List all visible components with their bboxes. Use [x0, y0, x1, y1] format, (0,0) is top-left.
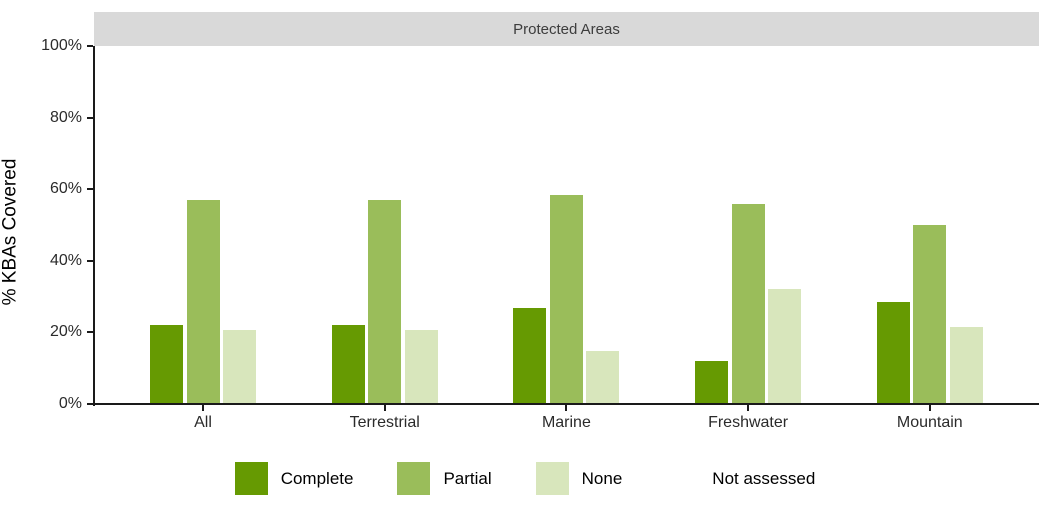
- x-axis-category-label: Terrestrial: [349, 414, 420, 431]
- y-axis-tick-label: 100%: [41, 37, 82, 54]
- y-axis-tick: [87, 45, 93, 47]
- legend-item-not-assessed: Not assessed: [666, 462, 815, 495]
- y-axis-line: [93, 46, 95, 406]
- x-axis-category-label: All: [194, 414, 212, 431]
- x-axis-tick: [928, 405, 931, 411]
- legend-item-none: None: [535, 462, 623, 495]
- legend-swatch: [397, 462, 431, 495]
- y-axis-tick: [87, 116, 93, 119]
- bar-none-all: [223, 329, 256, 404]
- legend-label: Complete: [280, 468, 354, 488]
- plot-panel: [94, 46, 1039, 404]
- legend-item-partial: Partial: [397, 462, 492, 495]
- y-axis-tick-label: 80%: [49, 108, 82, 126]
- legend-item-complete: Complete: [234, 462, 354, 495]
- bar-none-mountain: [949, 327, 983, 404]
- y-axis-tick-label: 20%: [49, 323, 82, 341]
- facet-strip: Protected Areas: [94, 12, 1039, 46]
- bar-none-marine: [586, 351, 620, 404]
- bar-partial-all: [186, 199, 220, 404]
- bar-complete-all: [150, 325, 183, 404]
- x-axis-tick: [202, 405, 204, 411]
- bar-complete-terrestrial: [331, 325, 365, 404]
- bar-partial-marine: [549, 194, 583, 404]
- legend-swatch: [535, 462, 569, 495]
- legend-label: Partial: [443, 468, 492, 488]
- y-axis-tick: [87, 259, 93, 262]
- bar-none-freshwater: [768, 289, 802, 404]
- y-axis-tick-label: 40%: [49, 251, 82, 269]
- bar-partial-mountain: [913, 225, 947, 404]
- legend: Complete Partial None Not assessed: [0, 462, 1050, 495]
- y-axis-tick-label: 60%: [49, 180, 82, 198]
- bar-partial-freshwater: [731, 203, 765, 404]
- x-axis-tick: [383, 405, 386, 411]
- legend-label: Not assessed: [712, 468, 816, 488]
- facet-strip-label: Protected Areas: [513, 20, 620, 38]
- x-axis-category-label: Mountain: [896, 414, 963, 431]
- x-axis-tick: [565, 405, 568, 411]
- legend-swatch: [234, 462, 268, 495]
- x-axis-category-label: Marine: [541, 414, 591, 431]
- x-axis-tick: [747, 405, 750, 411]
- x-axis-category-label: Freshwater: [708, 414, 789, 431]
- y-axis-tick: [87, 331, 93, 334]
- y-axis-tick: [87, 188, 93, 191]
- legend-swatch: [666, 462, 700, 495]
- legend-label: None: [581, 468, 623, 488]
- y-axis-tick-label: 0%: [58, 395, 82, 412]
- bar-complete-marine: [513, 308, 547, 404]
- bar-complete-mountain: [876, 301, 910, 404]
- bar-none-terrestrial: [404, 329, 438, 404]
- x-axis-line: [93, 403, 1039, 405]
- bar-complete-freshwater: [695, 361, 729, 404]
- bar-partial-terrestrial: [368, 199, 402, 404]
- y-axis-tick: [87, 403, 93, 405]
